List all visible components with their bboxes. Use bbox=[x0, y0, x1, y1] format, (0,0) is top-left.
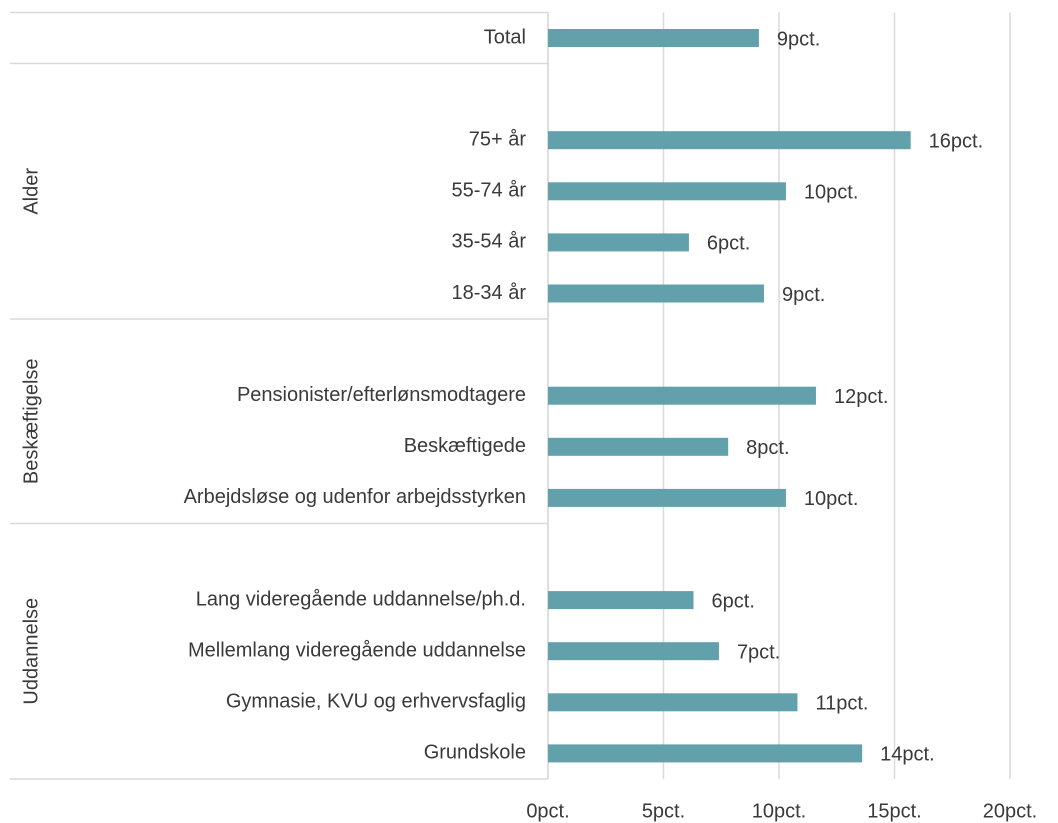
value-label: 10pct. bbox=[804, 488, 858, 510]
bar bbox=[548, 131, 911, 150]
category-label: Mellemlang videregående uddannelse bbox=[188, 639, 526, 661]
x-tick-label: 5pct. bbox=[642, 800, 685, 822]
value-label: 12pct. bbox=[834, 386, 888, 408]
category-label: 75+ år bbox=[469, 128, 527, 150]
value-label: 6pct. bbox=[712, 590, 755, 612]
category-label: 55-74 år bbox=[452, 180, 527, 202]
category-label: Pensionister/efterlønsmodtagere bbox=[237, 384, 526, 406]
category-label: 18-34 år bbox=[452, 282, 527, 304]
bar bbox=[548, 284, 764, 303]
category-label: Grundskole bbox=[424, 742, 526, 764]
group-label: Alder bbox=[20, 168, 42, 215]
bar bbox=[548, 437, 729, 456]
value-label: 9pct. bbox=[782, 284, 825, 306]
bar bbox=[548, 642, 719, 661]
group-label: Uddannelse bbox=[20, 598, 42, 705]
category-label: Gymnasie, KVU og erhvervsfaglig bbox=[226, 691, 526, 713]
category-label: Beskæftigede bbox=[404, 435, 526, 457]
x-tick-label: 15pct. bbox=[867, 800, 921, 822]
value-label: 9pct. bbox=[777, 28, 820, 50]
value-label: 6pct. bbox=[707, 233, 750, 255]
x-tick-label: 10pct. bbox=[752, 800, 806, 822]
bar bbox=[548, 744, 863, 763]
bar bbox=[548, 693, 798, 712]
value-label: 8pct. bbox=[746, 437, 789, 459]
category-label: 35-54 år bbox=[452, 231, 527, 253]
x-tick-label: 0pct. bbox=[526, 800, 569, 822]
value-label: 14pct. bbox=[880, 744, 934, 766]
category-label: Total bbox=[484, 26, 526, 48]
bar bbox=[548, 488, 786, 507]
bar bbox=[548, 29, 759, 47]
value-label: 7pct. bbox=[737, 641, 780, 663]
value-label: 10pct. bbox=[804, 182, 858, 204]
value-label: 16pct. bbox=[929, 130, 983, 152]
group-label: Beskæftigelse bbox=[20, 358, 42, 484]
bar bbox=[548, 182, 786, 201]
category-label: Arbejdsløse og udenfor arbejdsstyrken bbox=[184, 486, 526, 508]
value-label: 11pct. bbox=[815, 693, 868, 715]
bar bbox=[548, 591, 694, 610]
bar bbox=[548, 233, 689, 252]
bar bbox=[548, 386, 816, 405]
category-label: Lang videregående uddannelse/ph.d. bbox=[196, 588, 526, 610]
x-tick-label: 20pct. bbox=[983, 800, 1037, 822]
